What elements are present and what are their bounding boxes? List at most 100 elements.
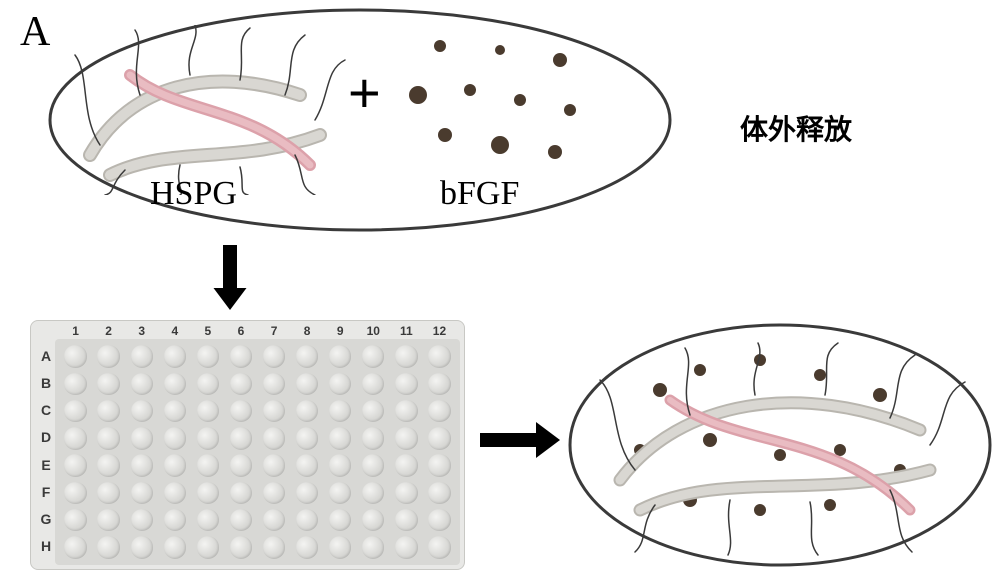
plate-well [395, 454, 417, 476]
plate-well [97, 373, 119, 395]
plate-well [362, 345, 384, 367]
plate-well [64, 482, 86, 504]
plate-well [428, 427, 450, 449]
plate-well [197, 345, 219, 367]
plate-well [395, 345, 417, 367]
hspg-molecule [70, 25, 350, 195]
plate-well [164, 509, 186, 531]
plate-well [395, 509, 417, 531]
plate-well [395, 427, 417, 449]
plate-well [131, 400, 153, 422]
plate-well [131, 482, 153, 504]
plate-well [230, 373, 252, 395]
complex-molecule [580, 340, 980, 560]
plate-well [263, 373, 285, 395]
plate-well [428, 482, 450, 504]
plate-well [428, 509, 450, 531]
plate-row-label: D [35, 429, 57, 445]
plate-well [428, 454, 450, 476]
plate-row-label: C [35, 402, 57, 418]
plate-well [97, 536, 119, 558]
plate-well [64, 509, 86, 531]
plate-well [131, 345, 153, 367]
plate-well [197, 536, 219, 558]
plate-well [64, 454, 86, 476]
panel-label: A [20, 8, 50, 56]
plate-well [296, 536, 318, 558]
plate-well [97, 400, 119, 422]
plate-row-label: B [35, 375, 57, 391]
plate-well [395, 373, 417, 395]
plate-well [428, 400, 450, 422]
plate-well [428, 536, 450, 558]
plate-well [164, 345, 186, 367]
plate-col-label: 12 [423, 324, 456, 338]
plate-row-label: A [35, 348, 57, 364]
plate-well [97, 509, 119, 531]
plate-well [362, 427, 384, 449]
plate-row-label: E [35, 457, 57, 473]
plate-well [97, 482, 119, 504]
plate-well [428, 373, 450, 395]
well-plate: 123456789101112ABCDEFGH [30, 320, 465, 570]
plate-well [263, 482, 285, 504]
plate-well [230, 427, 252, 449]
plate-well [230, 536, 252, 558]
plate-well [263, 345, 285, 367]
plate-well [197, 454, 219, 476]
plate-well [131, 373, 153, 395]
plate-well [131, 427, 153, 449]
plate-well [296, 454, 318, 476]
bfgf-label: bFGF [440, 175, 519, 213]
plate-well [230, 482, 252, 504]
plate-well [329, 427, 351, 449]
plate-well [64, 345, 86, 367]
plate-col-label: 1 [59, 324, 92, 338]
plate-well [263, 454, 285, 476]
well-plate-inner [55, 339, 460, 565]
plate-col-label: 5 [191, 324, 224, 338]
plate-col-label: 8 [291, 324, 324, 338]
plate-well [197, 427, 219, 449]
plate-well [97, 454, 119, 476]
plate-row-label: G [35, 511, 57, 527]
plate-col-label: 4 [158, 324, 191, 338]
plate-well [263, 427, 285, 449]
plate-well [362, 536, 384, 558]
plate-well [329, 454, 351, 476]
plate-row-label: F [35, 484, 57, 500]
plate-well [164, 427, 186, 449]
plate-well [131, 454, 153, 476]
plate-well [296, 427, 318, 449]
plate-well [164, 536, 186, 558]
plate-well [131, 509, 153, 531]
plate-well [64, 400, 86, 422]
plate-col-label: 9 [324, 324, 357, 338]
plate-row-label: H [35, 538, 57, 554]
plate-col-label: 11 [390, 324, 423, 338]
plate-well [164, 373, 186, 395]
plate-well [395, 536, 417, 558]
plate-well [197, 373, 219, 395]
hspg-label: HSPG [150, 175, 237, 213]
plate-well [362, 454, 384, 476]
cn-release-label: 体外释放 [740, 108, 852, 148]
plate-well [230, 345, 252, 367]
plate-well [64, 373, 86, 395]
plate-well [131, 536, 153, 558]
plate-well [164, 482, 186, 504]
plate-well [395, 400, 417, 422]
plus-sign: + [348, 60, 381, 125]
plate-well [197, 482, 219, 504]
plate-col-label: 3 [125, 324, 158, 338]
plate-well [329, 536, 351, 558]
plate-well [97, 427, 119, 449]
plate-col-label: 2 [92, 324, 125, 338]
plate-well [263, 536, 285, 558]
plate-col-label: 6 [224, 324, 257, 338]
plate-well [296, 345, 318, 367]
plate-well [64, 536, 86, 558]
plate-well [395, 482, 417, 504]
plate-well [230, 454, 252, 476]
plate-well [428, 345, 450, 367]
